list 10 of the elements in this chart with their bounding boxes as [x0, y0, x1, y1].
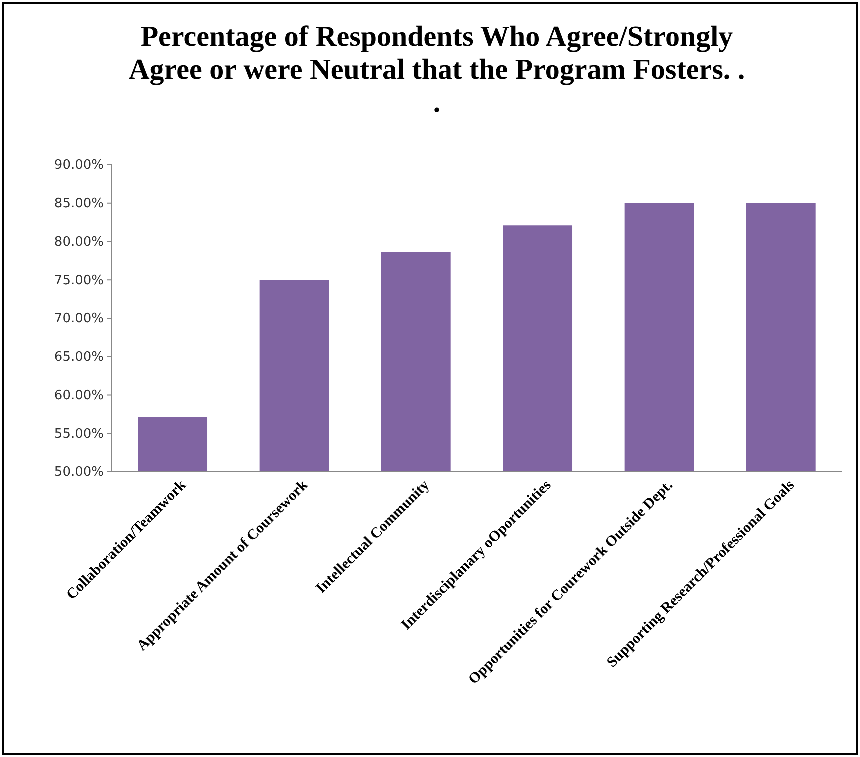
chart-title: Percentage of Respondents Who Agree/Strongly Agree or were Neutral that the Program Fosters. . . [128, 21, 746, 119]
y-tick-label: 85.00% [54, 196, 104, 212]
y-tick-label: 75.00% [54, 273, 104, 288]
y-tick-label: 80.00% [54, 234, 104, 250]
y-tick-label: 65.00% [54, 350, 104, 366]
y-tick-label: 70.00% [54, 312, 104, 327]
y-tick-label: 90.00% [54, 158, 104, 174]
y-tick-label: 60.00% [54, 388, 104, 404]
y-tick-label: 55.00% [54, 426, 104, 442]
y-tick-label: 50.00% [54, 465, 104, 480]
